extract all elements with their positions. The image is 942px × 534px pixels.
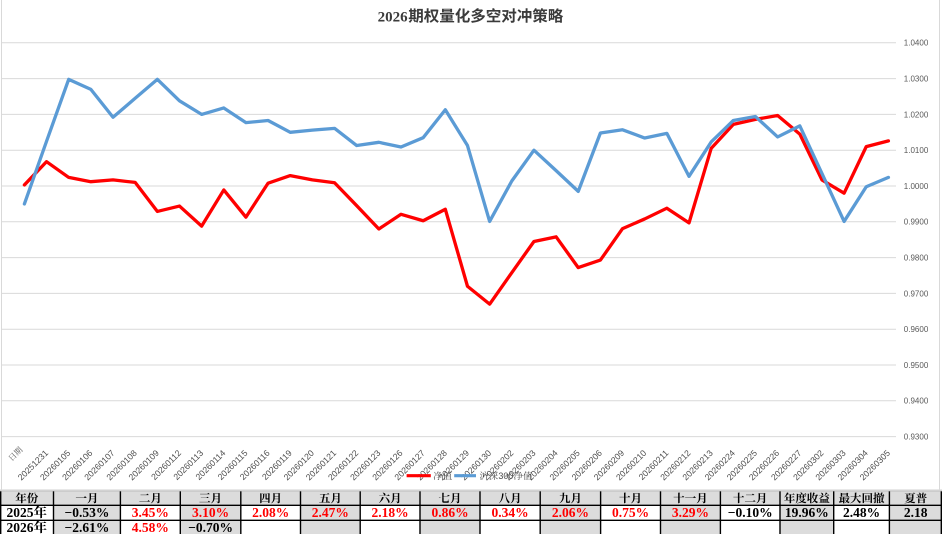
svg-text:1.0300: 1.0300 xyxy=(904,75,929,84)
svg-text:2.06%: 2.06% xyxy=(552,505,589,520)
svg-text:19.96%: 19.96% xyxy=(785,505,829,520)
svg-text:0.9600: 0.9600 xyxy=(904,325,929,334)
svg-text:0.34%: 0.34% xyxy=(492,505,529,520)
svg-text:−2.61%: −2.61% xyxy=(65,520,110,534)
svg-text:1.0000: 1.0000 xyxy=(904,182,929,191)
svg-text:−0.10%: −0.10% xyxy=(728,505,773,520)
svg-text:2.18: 2.18 xyxy=(904,505,928,520)
svg-text:−0.53%: −0.53% xyxy=(65,505,110,520)
svg-text:2025: 2025 xyxy=(7,505,34,520)
svg-text:1.0200: 1.0200 xyxy=(904,110,929,119)
svg-text:0.9800: 0.9800 xyxy=(904,254,929,263)
svg-text:2.18%: 2.18% xyxy=(372,505,409,520)
svg-text:0.9700: 0.9700 xyxy=(904,289,929,298)
svg-text:0.9900: 0.9900 xyxy=(904,218,929,227)
svg-text:0.9500: 0.9500 xyxy=(904,361,929,370)
svg-text:4.58%: 4.58% xyxy=(132,520,169,534)
svg-text:2.08%: 2.08% xyxy=(252,505,289,520)
svg-text:1.0400: 1.0400 xyxy=(904,39,929,48)
svg-text:0.86%: 0.86% xyxy=(431,505,468,520)
svg-text:3.45%: 3.45% xyxy=(132,505,169,520)
svg-text:−0.70%: −0.70% xyxy=(188,520,233,534)
svg-text:0.9300: 0.9300 xyxy=(904,433,929,442)
svg-text:300: 300 xyxy=(498,471,513,481)
svg-text:2.47%: 2.47% xyxy=(312,505,349,520)
svg-text:3.10%: 3.10% xyxy=(192,505,229,520)
svg-text:2026: 2026 xyxy=(378,9,409,25)
svg-text:0.9400: 0.9400 xyxy=(904,397,929,406)
svg-text:2026: 2026 xyxy=(7,520,34,534)
svg-text:1.0100: 1.0100 xyxy=(904,146,929,155)
svg-text:0.75%: 0.75% xyxy=(612,505,649,520)
svg-text:2.48%: 2.48% xyxy=(843,505,880,520)
svg-text:3.29%: 3.29% xyxy=(672,505,709,520)
